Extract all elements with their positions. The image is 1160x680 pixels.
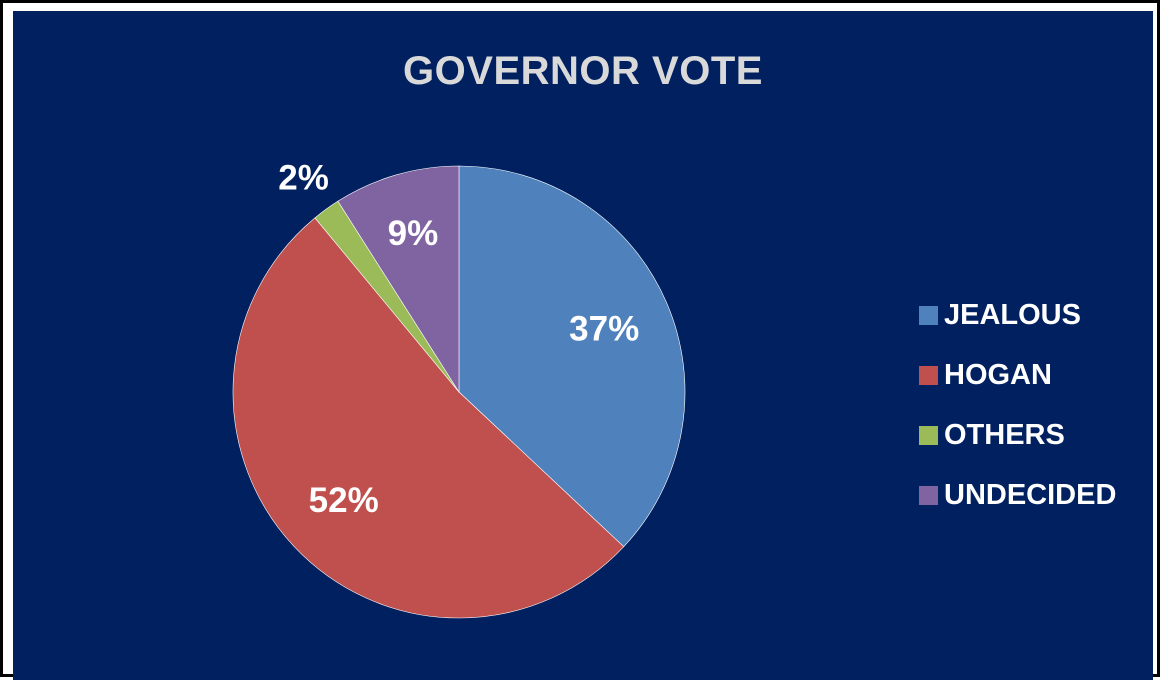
legend-item-hogan: HOGAN [919, 345, 1116, 405]
data-label-jealous: 37% [569, 310, 639, 349]
legend-item-others: OTHERS [919, 405, 1116, 465]
chart-title: GOVERNOR VOTE [403, 49, 763, 93]
legend-label-others: OTHERS [944, 418, 1065, 451]
legend-item-undecided: UNDECIDED [919, 465, 1116, 525]
pie-slice-hogan [232, 217, 625, 619]
legend-swatch-jealous [919, 305, 938, 325]
pie-slice-undecided [337, 165, 460, 394]
legend-label-jealous: JEALOUS [944, 298, 1081, 331]
legend-label-undecided: UNDECIDED [944, 478, 1117, 511]
legend-item-jealous: JEALOUS [919, 285, 1116, 345]
legend-label-hogan: HOGAN [944, 358, 1052, 391]
legend-swatch-undecided [919, 485, 938, 505]
legend-swatch-hogan [919, 365, 938, 385]
chart-legend: JEALOUS HOGAN OTHERS UNDECIDED [919, 285, 1116, 525]
chart-area: GOVERNOR VOTE 37% 52% 2% 9% JEALOUS HOGAN O… [13, 11, 1153, 680]
pie-slice-jealous [458, 165, 686, 548]
pie-chart: 37% 52% 2% 9% [232, 159, 686, 619]
data-label-undecided: 9% [388, 214, 439, 253]
data-label-hogan: 52% [309, 481, 379, 520]
legend-swatch-others [919, 425, 938, 445]
data-label-others: 2% [278, 159, 329, 198]
